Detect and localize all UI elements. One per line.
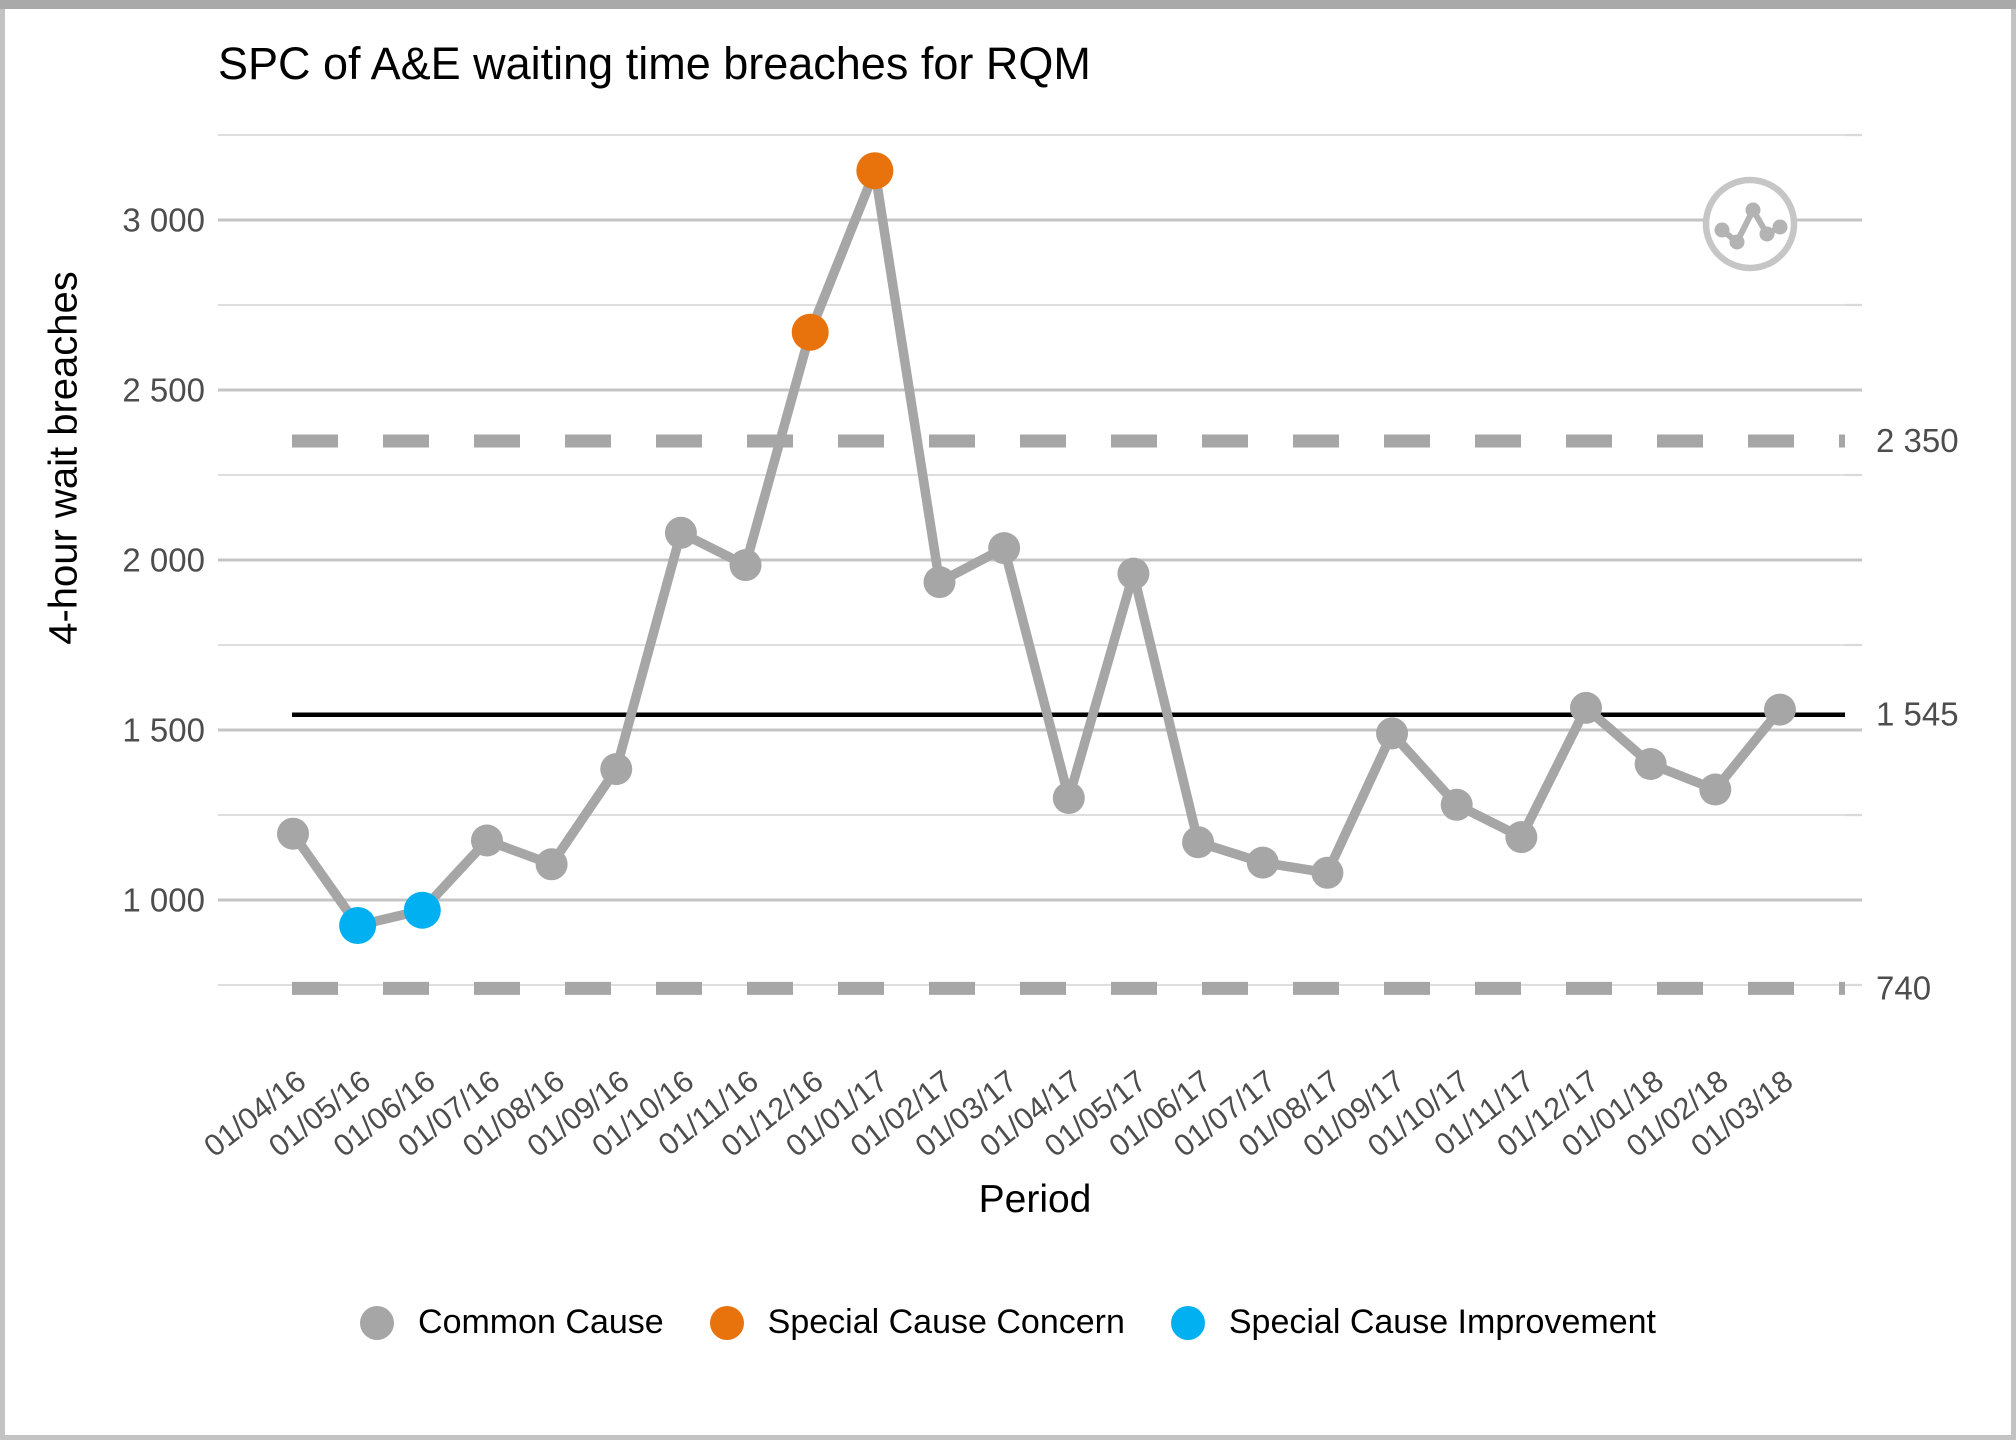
legend-item-improvement: Special Cause Improvement (1170, 1303, 1656, 1342)
data-point-common (1570, 691, 1602, 724)
window-border-right (2011, 0, 2016, 1440)
legend-label: Special Cause Improvement (1228, 1303, 1656, 1341)
sparkline-circle-icon (1702, 176, 1798, 272)
icon-sparkline-dot (1772, 219, 1788, 235)
data-point-common (1117, 557, 1150, 590)
data-point-common (1052, 782, 1085, 814)
y-tick-label: 2 000 (122, 542, 205, 579)
data-point-improvement (339, 907, 377, 944)
x-axis-title: Period (978, 1178, 1092, 1221)
legend-dot-concern (709, 1305, 744, 1340)
window-border-bottom (0, 1435, 2016, 1440)
legend-item-common: Common Cause (360, 1303, 664, 1342)
icon-sparkline-dot (1714, 222, 1730, 238)
y-axis-title: 4-hour wait breaches (41, 271, 86, 645)
legend-item-concern: Special Cause Concern (709, 1303, 1125, 1342)
data-point-common (277, 817, 309, 850)
data-point-common (988, 532, 1021, 565)
data-point-common (600, 753, 633, 786)
window-border-left (0, 0, 5, 1440)
y-tick-label: 2 500 (122, 372, 205, 409)
data-point-common (1376, 717, 1409, 750)
icon-circle (1702, 176, 1798, 272)
data-point-common (1246, 846, 1279, 879)
legend-label: Common Cause (418, 1303, 664, 1341)
data-point-common (1505, 821, 1538, 854)
data-point-common (535, 848, 568, 881)
mean-value-label: 1 545 (1876, 696, 1959, 733)
data-point-common (1182, 826, 1215, 859)
icon-sparkline-dot (1745, 202, 1761, 218)
lower-limit-label: 740 (1876, 969, 1931, 1006)
y-tick-label: 1 500 (122, 712, 205, 749)
data-point-common (1634, 748, 1667, 780)
chart-title: SPC of A&E waiting time breaches for RQM (218, 38, 1091, 89)
icon-sparkline-dot (1729, 234, 1745, 250)
series-line (288, 165, 1785, 931)
legend-label: Special Cause Concern (767, 1303, 1125, 1341)
data-point-concern (791, 313, 829, 351)
legend-dot-improvement (1170, 1305, 1205, 1340)
window-border-top (0, 0, 2016, 9)
data-point-common (923, 566, 956, 599)
legend-dot-common (360, 1305, 395, 1340)
y-tick-label: 3 000 (122, 202, 205, 239)
y-tick-label: 1 000 (122, 882, 205, 919)
data-point-common (1311, 856, 1344, 889)
data-point-concern (856, 152, 894, 190)
legend: Common Cause Special Cause Concern Special… (0, 1303, 2016, 1342)
data-point-common (729, 549, 762, 582)
data-point-common (664, 516, 697, 549)
data-point-common (1699, 773, 1732, 806)
upper-limit-label: 2 350 (1876, 422, 1959, 459)
data-point-improvement (403, 891, 441, 929)
icon-sparkline-dot (1759, 226, 1775, 242)
data-point-common (1440, 788, 1473, 821)
data-point-common (470, 824, 503, 857)
data-point-common (1763, 693, 1796, 726)
